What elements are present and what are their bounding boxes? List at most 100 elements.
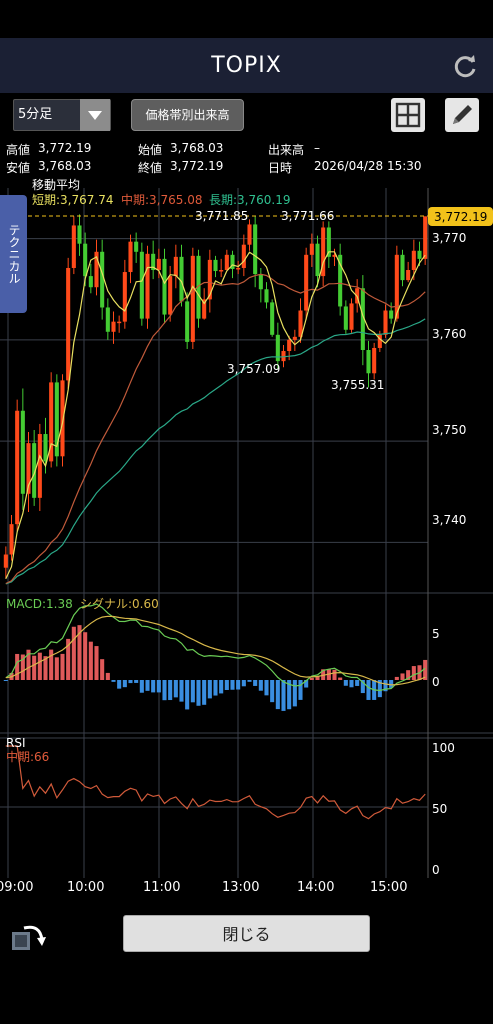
candle-body xyxy=(100,251,105,308)
macd-histogram-bar xyxy=(168,680,173,701)
macd-histogram-bar xyxy=(43,656,48,680)
macd-histogram-bar xyxy=(298,680,303,700)
long-ma-line xyxy=(5,318,426,585)
draw-button[interactable] xyxy=(445,98,479,132)
candle-body xyxy=(304,254,309,311)
macd-histogram-bar xyxy=(185,680,190,710)
candle-body xyxy=(247,224,252,245)
macd-histogram-bar xyxy=(26,649,31,680)
macd-histogram-bar xyxy=(270,680,275,703)
macd-histogram-bar xyxy=(122,680,127,688)
close-label: 終値 xyxy=(138,161,163,175)
refresh-icon[interactable] xyxy=(452,52,480,80)
candle-body xyxy=(360,288,365,350)
candle-body xyxy=(383,310,388,335)
candle-body xyxy=(26,443,31,494)
macd-histogram-bar xyxy=(15,653,20,680)
macd-signal-line xyxy=(5,615,426,686)
macd-tick: 5 xyxy=(432,627,440,641)
macd-histogram-bar xyxy=(196,680,201,706)
close-button[interactable]: 閉じる xyxy=(123,915,370,952)
candle-body xyxy=(54,382,59,457)
macd-histogram-bar xyxy=(264,680,269,696)
candle-body xyxy=(179,256,184,302)
macd-histogram-bar xyxy=(315,676,320,680)
bottom-bar xyxy=(0,880,493,1024)
low-value: 3,768.03 xyxy=(38,159,92,173)
candle-body xyxy=(117,321,122,324)
macd-histogram-bar xyxy=(275,680,280,710)
candle-body xyxy=(321,227,326,277)
macd-histogram-bar xyxy=(383,680,388,692)
candle-body xyxy=(287,339,292,352)
macd-histogram-bar xyxy=(179,680,184,702)
macd-histogram-bar xyxy=(309,677,314,680)
macd-histogram-bar xyxy=(366,680,371,700)
rsi-mid-label: 中期:66 xyxy=(6,749,49,764)
candle-body xyxy=(37,434,42,498)
candle-body xyxy=(156,258,161,271)
rsi-tick: 100 xyxy=(432,741,455,755)
technical-tab[interactable] xyxy=(0,195,27,313)
macd-label: MACD:1.38 xyxy=(6,597,73,611)
macd-histogram-bar xyxy=(3,680,8,681)
macd-histogram-bar xyxy=(219,680,224,694)
macd-histogram-bar xyxy=(190,680,195,703)
candle-body xyxy=(366,350,371,374)
page-title: TOPIX xyxy=(211,53,282,78)
macd-histogram-bar xyxy=(156,680,161,693)
candle-body xyxy=(411,250,416,271)
macd-histogram-bar xyxy=(258,680,263,691)
macd-histogram-bar xyxy=(83,632,88,680)
macd-histogram-bar xyxy=(54,657,59,680)
chevron-down-icon[interactable] xyxy=(80,99,110,131)
low-annotation: 3,755.31 xyxy=(331,378,384,392)
macd-histogram-bar xyxy=(349,680,354,688)
macd-histogram-bar xyxy=(162,680,167,701)
candle-body xyxy=(83,243,88,277)
rsi-label: RSI xyxy=(6,736,26,750)
period-select-value: 5分足 xyxy=(18,107,53,122)
macd-tick: 0 xyxy=(432,675,440,689)
macd-histogram-bar xyxy=(253,680,258,686)
macd-histogram-bar xyxy=(77,625,82,680)
macd-histogram-bar xyxy=(360,680,365,694)
close-value: 3,772.19 xyxy=(170,159,224,173)
macd-histogram-bar xyxy=(230,680,235,690)
candle-body xyxy=(151,253,156,271)
macd-histogram-bar xyxy=(304,680,309,688)
candle-body xyxy=(60,380,65,457)
chart-gridlines xyxy=(0,188,493,878)
volume-by-price-button[interactable]: 価格帯別出来高 xyxy=(131,99,244,131)
rotate-screen-icon[interactable] xyxy=(10,918,48,952)
layout-grid-button[interactable] xyxy=(391,98,425,132)
macd-histogram-bar xyxy=(411,666,416,680)
candle-body xyxy=(377,334,382,348)
time-tick: 15:00 xyxy=(370,880,408,895)
macd-histogram-bar xyxy=(241,680,246,687)
macd-histogram-bar xyxy=(134,680,139,683)
macd-histogram-bar xyxy=(321,669,326,680)
macd-histogram-bar xyxy=(66,638,71,680)
macd-histogram-bar xyxy=(111,680,116,682)
macd-histogram-bar xyxy=(287,680,292,710)
price-tick: 3,770 xyxy=(432,231,466,245)
candle-body xyxy=(105,307,110,332)
candle-body xyxy=(43,434,48,462)
candle-body xyxy=(49,382,54,462)
macd-histogram-bar xyxy=(145,680,150,691)
macd-histogram-bar xyxy=(423,659,428,680)
candle-body xyxy=(94,251,99,288)
macd-histogram-bar xyxy=(100,659,105,680)
candle-body xyxy=(162,258,167,315)
mid-ma-line xyxy=(5,273,426,585)
candle-body xyxy=(88,276,93,288)
candlestick-chart[interactable]: 3,772.19 3,770 3,760 3,750 3,740 移動平均 短期… xyxy=(0,168,493,880)
volume-label: 出来高 xyxy=(268,143,305,157)
candle-body xyxy=(389,310,394,319)
candle-body xyxy=(349,303,354,330)
macd-line xyxy=(5,603,426,692)
candle-body xyxy=(400,254,405,281)
current-price-badge xyxy=(428,207,493,226)
candle-body xyxy=(332,254,337,257)
